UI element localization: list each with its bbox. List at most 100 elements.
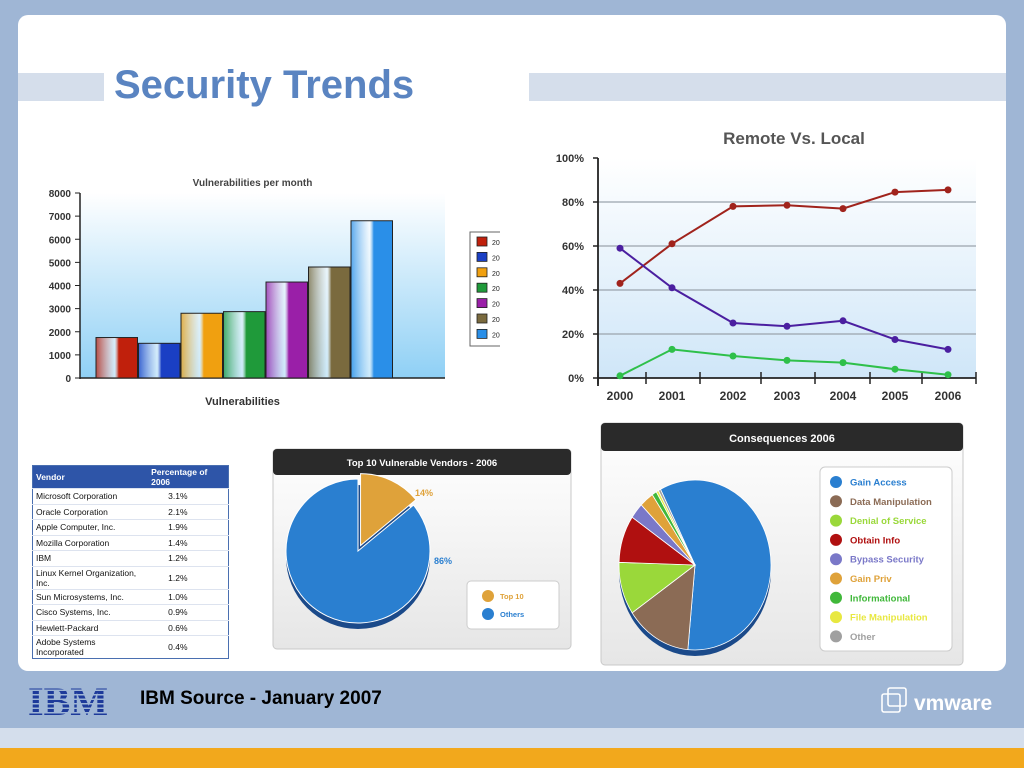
legend-label-2001: 2001: [492, 255, 500, 262]
vendor-percentage-cell: 0.4%: [148, 635, 229, 659]
slide-title: Security Trends: [114, 63, 415, 107]
legend-dot-denial-of-service: [830, 514, 842, 527]
legend-dot-other: [830, 630, 842, 643]
vendor-name-cell: Cisco Systems, Inc.: [32, 604, 149, 620]
legend-label-file-manipulation: File Manipulation: [850, 613, 928, 624]
footer-orange-band: [0, 748, 1024, 768]
legend-dot-gain-access: [830, 476, 842, 488]
vendor-percentage-cell: 1.9%: [148, 519, 229, 535]
legend-label-data-manipulation: Data Manipulation: [850, 497, 932, 508]
line-point-1-2006: [944, 186, 952, 194]
vmware-logo-text: vmware: [914, 692, 992, 715]
legend-swatch-2002: [476, 267, 488, 278]
line-point-3-2000: [616, 372, 624, 380]
vendors-panel-header: [273, 449, 571, 475]
table-row: Apple Computer, Inc. 1.9%: [32, 519, 229, 535]
line-y-tick-label: 60%: [562, 241, 584, 253]
legend-label-gain-priv: Gain Priv: [850, 574, 892, 585]
line-point-2-2003: [783, 322, 791, 330]
line-point-2-2005: [891, 336, 899, 343]
line-y-tick-label: 100%: [556, 153, 584, 165]
bar-y-tick-label: 3000: [49, 305, 72, 316]
legend-dot-informational: [830, 591, 842, 604]
vendor-percentage-cell: 1.4%: [148, 534, 229, 551]
footer-band: [0, 728, 1024, 748]
bar-2005: [308, 266, 351, 379]
legend-swatch-2005: [476, 313, 488, 324]
line-point-2-2004: [839, 317, 847, 325]
line-point-3-2005: [891, 365, 899, 373]
bar-y-tick-label: 0: [65, 374, 71, 385]
line-point-2-2006: [944, 345, 952, 353]
line-y-tick-label: 40%: [562, 285, 584, 297]
legend-swatch-2003: [476, 282, 488, 293]
legend-label-2000: 2000: [492, 240, 500, 247]
vendor-name-cell: Apple Computer, Inc.: [32, 519, 149, 535]
table-row: Hewlett-Packard 0.6%: [32, 619, 229, 636]
legend-label-informational: Informational: [850, 593, 910, 604]
bar-2000: [95, 337, 138, 379]
vmware-box-icon: [881, 693, 901, 713]
line-point-1-2005: [891, 188, 899, 196]
vmware-logo: vmware: [881, 687, 992, 715]
vendor-percentage-cell: 1.0%: [148, 588, 229, 605]
vendor-name-cell: Sun Microsystems, Inc.: [32, 588, 149, 605]
legend-swatch-2000: [476, 236, 488, 247]
line-point-3-2002: [729, 352, 737, 360]
line-point-3-2006: [944, 371, 952, 379]
legend-dot-obtain-info: [830, 533, 842, 546]
title-accent-right: [529, 73, 1006, 101]
vendor-name-cell: Microsoft Corporation: [32, 488, 149, 504]
line-point-3-2001: [668, 345, 676, 353]
legend-swatch-2004: [476, 298, 488, 309]
legend-label-2005: 2005: [492, 317, 500, 324]
legend-label-denial-of-service: Denial of Service: [850, 516, 927, 527]
vendors-pie-title: Top 10 Vulnerable Vendors - 2006: [347, 458, 497, 469]
vendor-percentage-cell: 3.1%: [148, 488, 229, 504]
line-point-3-2003: [783, 356, 791, 364]
pie-slice-data-manipulation: [631, 564, 696, 651]
legend-label-2002: 2002: [492, 271, 500, 278]
line-point-1-2002: [729, 202, 737, 210]
vendor-name-cell: Linux Kernel Organization, Inc.: [32, 565, 149, 589]
vendors-table: Vendor Percentage of 2006 Microsoft Corp…: [32, 465, 229, 659]
top-vendors-pie-chart: Top 10 Vulnerable Vendors - 2006 14% 86% To…: [272, 448, 572, 650]
pie-value-label-top-10: 14%: [415, 488, 433, 498]
vendor-percentage-cell: 1.2%: [148, 550, 229, 566]
line-y-tick-label: 0%: [568, 373, 584, 385]
bar-y-tick-label: 6000: [49, 235, 72, 246]
legend-label-bypass-security: Bypass Security: [850, 555, 925, 566]
pie-slice-other: [657, 488, 696, 566]
line-point-1-2004: [839, 205, 847, 213]
bar-y-tick-label: 7000: [49, 212, 72, 223]
legend-label-2004: 2004: [492, 302, 500, 309]
pie-slice-gain-access: [659, 479, 772, 651]
table-row: Linux Kernel Organization, Inc. 1.2%: [32, 565, 229, 589]
footer-text: IBM Source - January 2007: [140, 688, 382, 709]
table-header-vendor: Vendor: [32, 465, 149, 489]
vendor-name-cell: IBM: [32, 550, 149, 566]
line-x-tick-label: 2000: [607, 389, 634, 403]
consequences-pie-chart: Consequences 2006 Gain Access Data Manipul…: [600, 422, 964, 666]
vendor-percentage-cell: 0.9%: [148, 604, 229, 620]
line-x-tick-label: 2002: [720, 389, 747, 403]
table-row: Microsoft Corporation 3.1%: [32, 488, 229, 504]
vendor-percentage-cell: 2.1%: [148, 503, 229, 520]
line-x-tick-label: 2006: [935, 389, 962, 403]
line-point-3-2004: [839, 359, 847, 367]
vendor-name-cell: Hewlett-Packard: [32, 619, 149, 636]
bar-y-tick-label: 4000: [49, 282, 72, 293]
line-point-1-2003: [783, 201, 791, 209]
legend-label-gain-access: Gain Access: [850, 478, 907, 489]
legend-swatch-2006: [476, 328, 488, 339]
pie-slice-others: [285, 478, 431, 624]
table-row: Oracle Corporation 2.1%: [32, 503, 229, 520]
legend-label-top-10: Top 10: [500, 592, 524, 601]
legend-label-2006: 2006: [492, 332, 500, 339]
line-x-tick-label: 2005: [882, 389, 909, 403]
bar-y-tick-label: 8000: [49, 189, 72, 200]
line-point-1-2000: [616, 279, 624, 287]
table-row: Sun Microsystems, Inc. 1.0%: [32, 588, 229, 605]
legend-swatch-2001: [476, 252, 488, 262]
line-point-1-2001: [668, 240, 676, 248]
